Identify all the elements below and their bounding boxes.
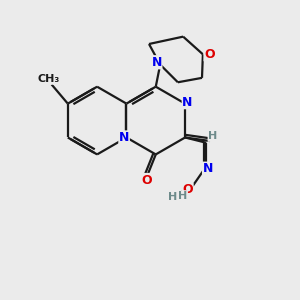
Text: N: N [182, 96, 193, 109]
Text: O: O [204, 48, 215, 61]
Text: H: H [208, 131, 218, 141]
Text: O: O [141, 173, 152, 187]
Text: N: N [119, 131, 129, 144]
Text: O: O [182, 183, 193, 196]
Text: CH₃: CH₃ [38, 74, 60, 84]
Text: H: H [168, 192, 177, 202]
Text: N: N [202, 162, 213, 175]
Text: H: H [178, 191, 188, 201]
Text: N: N [152, 56, 162, 69]
